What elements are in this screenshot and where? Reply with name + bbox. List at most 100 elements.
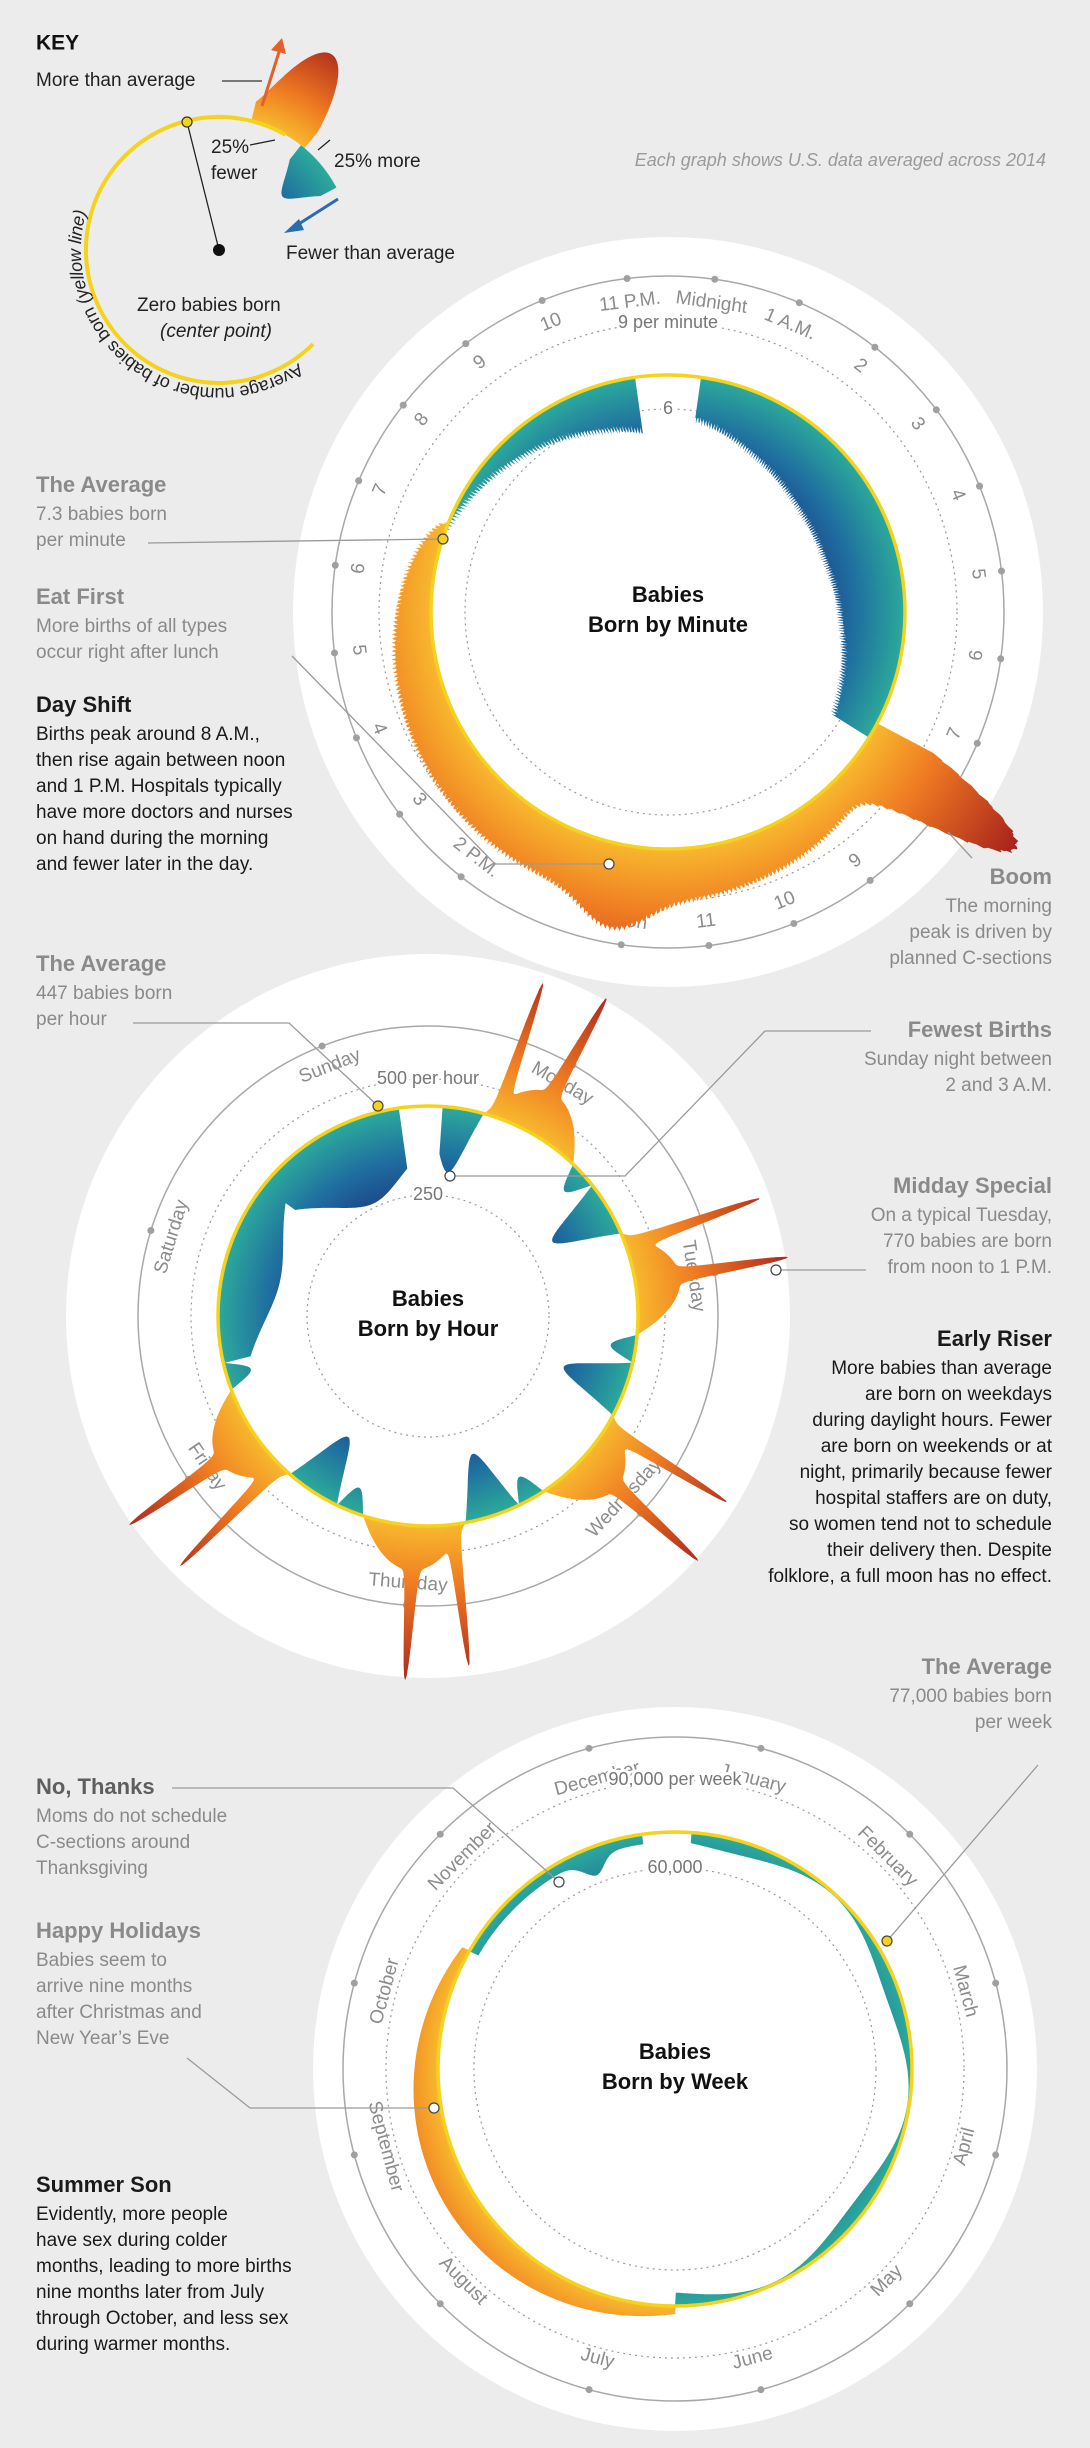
leader-line	[133, 1022, 379, 1107]
label-tick	[997, 567, 1005, 575]
annotation-line: C-sections around	[36, 1832, 190, 1853]
label-tick	[906, 2300, 914, 2308]
annotation-line: night, primarily because fewer	[800, 1462, 1053, 1483]
label-tick	[757, 1744, 765, 1752]
key-more: More than average	[36, 70, 196, 91]
annotation-line: The morning	[945, 896, 1052, 917]
leader-dot	[444, 1170, 456, 1182]
label-tick	[617, 941, 625, 949]
annotation-title: Boom	[990, 864, 1052, 889]
annotation-line: and 1 P.M. Hospitals typically	[36, 776, 282, 797]
annotation-line: planned C-sections	[889, 948, 1052, 969]
annotation-line: More births of all types	[36, 616, 227, 637]
annotation-title: The Average	[36, 472, 166, 497]
leader-dot	[428, 2102, 440, 2114]
key-more-petal	[251, 52, 339, 149]
annotation-title: The Average	[922, 1654, 1052, 1679]
minute-more	[391, 522, 1019, 932]
annotation-line: hospital staffers are on duty,	[815, 1488, 1052, 1509]
annotation-title: Midday Special	[893, 1173, 1052, 1198]
key-fewer-than: Fewer than average	[286, 243, 455, 264]
key-average-dot	[181, 116, 193, 128]
chart-labels: 9 per minute 6 Babies Born by Minute 500 per…	[216, 309, 914, 2308]
annotation-line: Moms do not schedule	[36, 1806, 227, 1827]
label-tick	[436, 2300, 444, 2308]
scale-label: 60,000	[647, 1857, 702, 1877]
annotation-title: Day Shift	[36, 692, 132, 717]
annotation-line: 2 and 3 A.M.	[945, 1075, 1052, 1096]
annotation-title: Early Riser	[937, 1326, 1052, 1351]
annotation-line: peak is driven by	[909, 922, 1052, 943]
annotation-title: No, Thanks	[36, 1774, 155, 1799]
annotation-line: then rise again between noon	[36, 750, 285, 771]
outer-guide	[137, 1025, 719, 1607]
annotation-title: Summer Son	[36, 2172, 172, 2197]
ring-label: 11	[695, 910, 717, 933]
label-tick	[866, 876, 874, 884]
key-average-arc	[83, 114, 315, 385]
annotation-line: arrive nine months	[36, 1976, 192, 1997]
average-ring	[436, 1830, 914, 2308]
annotation-line: per week	[975, 1712, 1053, 1733]
annotation-line: 7.3 babies born	[36, 504, 167, 525]
annotation-line: are born on weekdays	[865, 1384, 1052, 1405]
annotation-line: and fewer later in the day.	[36, 854, 253, 875]
annotation-line: Births peak around 8 A.M.,	[36, 724, 260, 745]
leader-line	[186, 2057, 434, 2109]
leader-line	[147, 538, 444, 544]
annotation-line: have more doctors and nurses	[36, 802, 293, 823]
key-arrow-head	[284, 219, 304, 233]
annotation-line: occur right after lunch	[36, 642, 219, 663]
leader-dot	[553, 1876, 565, 1888]
label-tick	[795, 299, 803, 307]
chart-title: Born by Minute	[588, 612, 748, 637]
leader-dot	[437, 533, 449, 545]
leader-line	[450, 1030, 871, 1177]
leader-dot	[770, 1264, 782, 1276]
leader-dot	[881, 1935, 893, 1947]
annotation-line: Sunday night between	[864, 1049, 1052, 1070]
annotation-line: Babies seem to	[36, 1950, 167, 1971]
scale-label: 500 per hour	[377, 1068, 479, 1088]
label-tick	[457, 873, 465, 881]
annotation-line: On a typical Tuesday,	[871, 1205, 1052, 1226]
average-ring	[429, 373, 907, 851]
ring-label: 6	[965, 649, 987, 662]
label-tick	[399, 401, 407, 409]
scale-label: 250	[413, 1184, 443, 1204]
leader-dot	[603, 858, 615, 870]
annotation-line: New Year’s Eve	[36, 2028, 169, 2049]
label-tick	[976, 482, 984, 490]
annotation-line: after Christmas and	[36, 2002, 202, 2023]
label-tick	[318, 1042, 326, 1050]
annotation-line: per hour	[36, 1009, 107, 1030]
label-tick	[906, 1830, 914, 1838]
annotation-title: Fewest Births	[908, 1017, 1052, 1042]
chart-title: Babies	[639, 2039, 711, 2064]
label-tick	[147, 1227, 155, 1235]
label-tick	[711, 275, 719, 283]
annotations: The Average 7.3 babies born per minute Eat …	[36, 472, 1053, 2355]
scale-circle	[378, 322, 958, 902]
key-center-dot	[213, 244, 225, 256]
annotation-line: 447 babies born	[36, 983, 172, 1004]
annotation-line: per minute	[36, 530, 126, 551]
label-tick	[462, 340, 470, 348]
annotation-title: The Average	[36, 951, 166, 976]
key-bracket	[249, 139, 276, 146]
annotation-line: months, leading to more births	[36, 2256, 292, 2277]
leader-line	[886, 1764, 1039, 1942]
label-tick	[973, 739, 981, 747]
key-zero-note: (center point)	[160, 321, 272, 342]
annotation-line: from noon to 1 P.M.	[888, 1257, 1052, 1278]
annotation-line: nine months later from July	[36, 2282, 265, 2303]
scale-circle	[473, 1867, 877, 2271]
leader-dot	[372, 1100, 384, 1112]
annotation-line: 770 babies are born	[883, 1231, 1052, 1252]
label-tick	[396, 810, 404, 818]
chart-shapes	[129, 52, 1019, 2317]
label-tick	[538, 296, 546, 304]
label-tick	[790, 920, 798, 928]
annotation-line: on hand during the morning	[36, 828, 268, 849]
